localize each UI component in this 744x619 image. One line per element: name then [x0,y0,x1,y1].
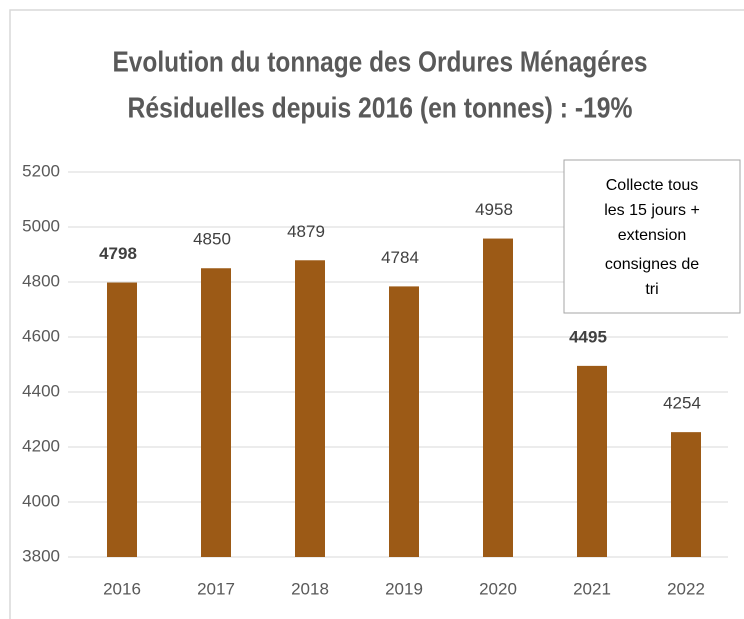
x-tick-label: 2019 [385,579,423,598]
y-tick-label: 4200 [22,436,60,455]
chart-frame [9,9,744,619]
chart-title: Résiduelles depuis 2016 (en tonnes) : -1… [128,93,633,125]
y-tick-label: 4600 [22,326,60,345]
value-label: 4784 [381,248,419,267]
x-tick-label: 2022 [667,579,705,598]
x-tick-label: 2017 [197,579,235,598]
bar [577,365,607,557]
chart-title: Evolution du tonnage des Ordures Ménagér… [113,47,648,79]
annotation-text: extension [618,227,687,244]
value-label: 4879 [287,222,325,241]
y-tick-label: 3800 [22,546,60,565]
bar [107,282,137,557]
y-tick-label: 4800 [22,271,60,290]
x-tick-label: 2020 [479,579,517,598]
x-tick-label: 2018 [291,579,329,598]
y-tick-label: 4400 [22,381,60,400]
y-tick-label: 5200 [22,161,60,180]
bar [201,268,231,557]
value-label: 4798 [99,244,137,263]
annotation-text: tri [645,281,658,298]
value-label: 4850 [193,230,231,249]
bar [295,260,325,557]
y-tick-label: 5000 [22,216,60,235]
bar [671,432,701,557]
value-label: 4254 [663,394,701,413]
bar [483,238,513,558]
x-tick-label: 2021 [573,579,611,598]
value-label: 4495 [569,327,607,346]
bar [389,286,419,557]
x-tick-label: 2016 [103,579,141,598]
annotation-box [563,159,741,314]
annotation-text: les 15 jours + [604,202,700,219]
annotation-text: consignes de [605,256,699,273]
annotation-text: Collecte tous [606,177,699,194]
value-label: 4958 [475,200,513,219]
y-tick-label: 4000 [22,491,60,510]
